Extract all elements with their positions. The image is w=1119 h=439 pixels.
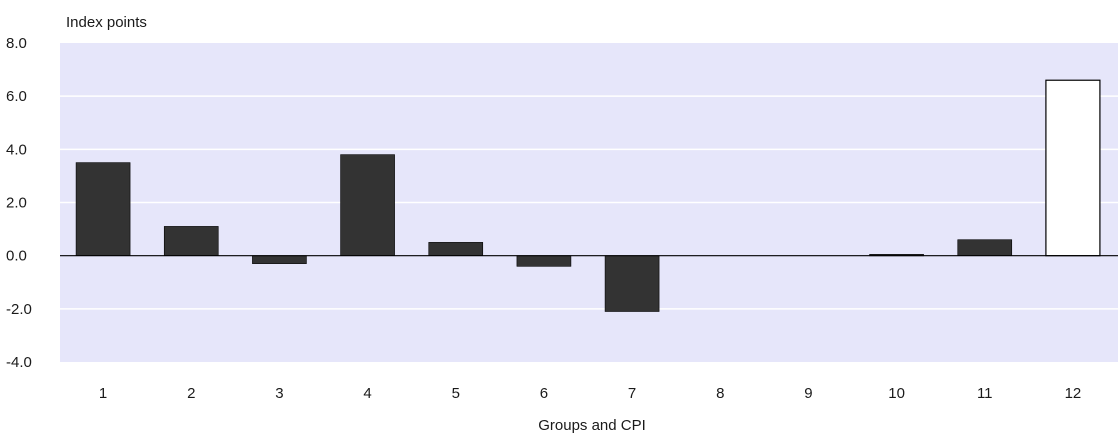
- x-tick-label: 9: [804, 385, 812, 402]
- bar-11: [957, 239, 1013, 256]
- y-tick-label: 8.0: [6, 35, 27, 52]
- x-tick-label: 4: [363, 385, 371, 402]
- x-tick-label: 6: [540, 385, 548, 402]
- bar-1: [75, 162, 131, 256]
- y-tick-label: 4.0: [6, 141, 27, 158]
- gridlines: [60, 95, 1118, 310]
- y-tick-label: -2.0: [6, 301, 32, 318]
- bars: [75, 79, 1101, 312]
- x-axis-label: Groups and CPI: [538, 417, 646, 434]
- y-tick-label: 6.0: [6, 88, 27, 105]
- y-tick-label: 0.0: [6, 248, 27, 265]
- x-tick-label: 8: [716, 385, 724, 402]
- y-tick-label: 2.0: [6, 195, 27, 212]
- y-tick-label: -4.0: [6, 354, 32, 371]
- x-axis-ticks: 1 2 3 4 5 6 7 8 9 10 11 12: [99, 385, 1081, 402]
- y-axis-ticks: 8.0 6.0 4.0 2.0 0.0 -2.0 -4.0: [6, 35, 32, 371]
- x-tick-label: 7: [628, 385, 636, 402]
- bar-5: [428, 242, 484, 256]
- bar-4: [340, 154, 395, 256]
- x-tick-label: 10: [888, 385, 905, 402]
- bar-3: [252, 255, 307, 264]
- x-tick-label: 11: [977, 385, 993, 402]
- bar-7: [604, 255, 660, 312]
- x-tick-label: 5: [452, 385, 460, 402]
- x-tick-label: 3: [275, 385, 283, 402]
- x-tick-label: 1: [99, 385, 107, 402]
- x-tick-label: 2: [187, 385, 195, 402]
- y-axis-label: Index points: [66, 14, 147, 31]
- x-tick-label: 12: [1065, 385, 1082, 402]
- bar-2: [163, 226, 219, 256]
- bar-6: [516, 255, 572, 267]
- bar-12: [1045, 79, 1101, 257]
